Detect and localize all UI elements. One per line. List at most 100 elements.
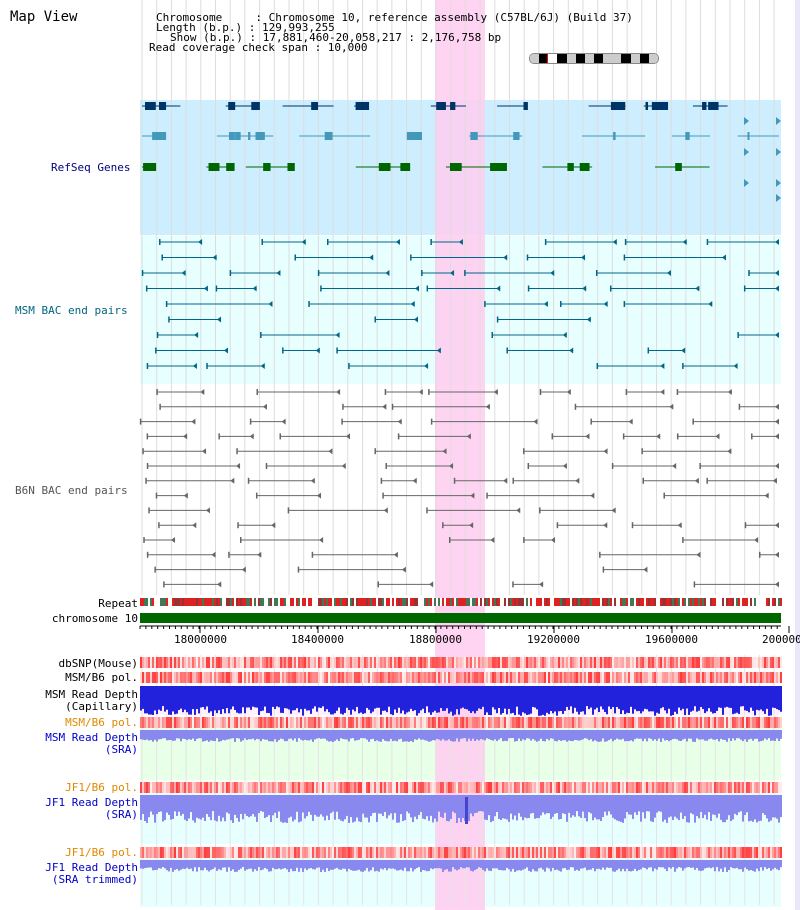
heat-cell xyxy=(410,847,412,858)
read-depth-bar xyxy=(698,730,700,740)
read-depth-bar xyxy=(348,795,350,823)
heat-cell xyxy=(234,717,236,728)
heat-cell xyxy=(416,782,418,793)
read-depth-bar xyxy=(530,730,532,741)
bac-end-arrow xyxy=(450,270,455,276)
read-depth-bar xyxy=(506,860,508,868)
heat-cell xyxy=(466,782,468,793)
read-depth-bar xyxy=(302,686,304,716)
gene-exon xyxy=(287,163,295,171)
heat-cell xyxy=(576,672,578,683)
heat-cell xyxy=(664,672,666,683)
read-depth-bar xyxy=(328,686,330,713)
read-depth-bar xyxy=(204,730,206,742)
read-depth-bar xyxy=(498,860,500,870)
heat-cell xyxy=(408,672,410,683)
read-depth-bar xyxy=(580,686,582,712)
heat-cell xyxy=(568,847,570,858)
heat-cell xyxy=(454,847,456,858)
read-depth-bar xyxy=(610,730,612,739)
gene-arrow xyxy=(776,117,781,125)
repeat-segment xyxy=(400,598,402,606)
heat-cell xyxy=(754,847,756,858)
msm-bac-label: MSM BAC end pairs xyxy=(15,304,128,317)
repeat-segment xyxy=(204,598,206,606)
heat-cell xyxy=(586,782,588,793)
heat-cell xyxy=(738,847,740,858)
bac-end-arrow xyxy=(727,448,732,455)
read-depth-bar xyxy=(654,795,656,818)
read-depth-bar xyxy=(522,730,524,740)
repeat-segment xyxy=(720,598,722,606)
heat-cell xyxy=(220,717,222,728)
chromosome-ideogram[interactable] xyxy=(529,53,659,64)
heat-cell xyxy=(674,782,676,793)
read-depth-bar xyxy=(198,795,200,819)
read-depth-bar xyxy=(298,860,300,872)
read-depth-bar xyxy=(232,730,234,739)
repeat-segment xyxy=(142,598,144,606)
heat-cell xyxy=(528,672,530,683)
read-depth-bar xyxy=(416,860,418,869)
heat-cell xyxy=(250,672,252,683)
read-depth-bar xyxy=(308,730,310,741)
heat-cell xyxy=(602,847,604,858)
repeat-segment xyxy=(160,598,162,606)
read-depth-bar xyxy=(682,686,684,709)
gene-exon xyxy=(523,102,528,110)
heat-cell xyxy=(678,717,680,728)
heat-cell xyxy=(458,782,460,793)
read-depth-bar xyxy=(672,795,674,821)
jf1-b6-pol-trimmed-label: JF1/B6 pol. xyxy=(65,846,138,859)
read-depth-bar xyxy=(158,730,160,740)
bac-end-arrow xyxy=(328,448,333,455)
heat-cell xyxy=(638,847,640,858)
heat-cell xyxy=(534,782,536,793)
heat-cell xyxy=(670,672,672,683)
read-depth-bar xyxy=(718,686,720,708)
read-depth-bar xyxy=(640,860,642,870)
read-depth-bar xyxy=(596,730,598,742)
repeat-segment xyxy=(376,598,378,606)
read-depth-bar xyxy=(660,860,662,868)
read-depth-bar xyxy=(520,860,522,871)
repeat-segment xyxy=(626,598,628,606)
heat-cell xyxy=(734,782,736,793)
heat-cell xyxy=(548,672,550,683)
repeat-segment xyxy=(496,598,498,606)
read-depth-bar xyxy=(312,686,314,709)
read-depth-bar xyxy=(270,860,272,872)
read-depth-bar xyxy=(350,860,352,871)
read-depth-bar xyxy=(508,686,510,709)
read-depth-bar xyxy=(458,730,460,742)
heat-cell xyxy=(510,672,512,683)
read-depth-bar xyxy=(162,730,164,739)
read-depth-bar xyxy=(738,860,740,870)
heat-cell xyxy=(584,717,586,728)
bac-end-arrow xyxy=(569,347,574,354)
heat-cell xyxy=(742,847,744,858)
read-depth-bar xyxy=(618,730,620,740)
heat-cell xyxy=(396,657,398,668)
heat-cell xyxy=(362,782,364,793)
heat-cell xyxy=(322,657,324,668)
heat-cell xyxy=(670,847,672,858)
read-depth-bar xyxy=(522,686,524,713)
repeat-segment xyxy=(278,598,280,606)
heat-cell xyxy=(632,657,634,668)
heat-cell xyxy=(594,717,596,728)
read-depth-bar xyxy=(754,686,756,716)
repeat-segment xyxy=(586,598,588,606)
heat-cell xyxy=(404,657,406,668)
read-depth-bar xyxy=(716,860,718,868)
read-depth-bar xyxy=(572,795,574,816)
read-depth-bar xyxy=(730,686,732,708)
heat-cell xyxy=(390,657,392,668)
read-depth-bar xyxy=(246,860,248,870)
read-depth-bar xyxy=(442,686,444,711)
heat-cell xyxy=(672,782,674,793)
read-depth-bar xyxy=(290,730,292,739)
read-depth-bar xyxy=(242,686,244,708)
read-depth-bar xyxy=(270,730,272,742)
